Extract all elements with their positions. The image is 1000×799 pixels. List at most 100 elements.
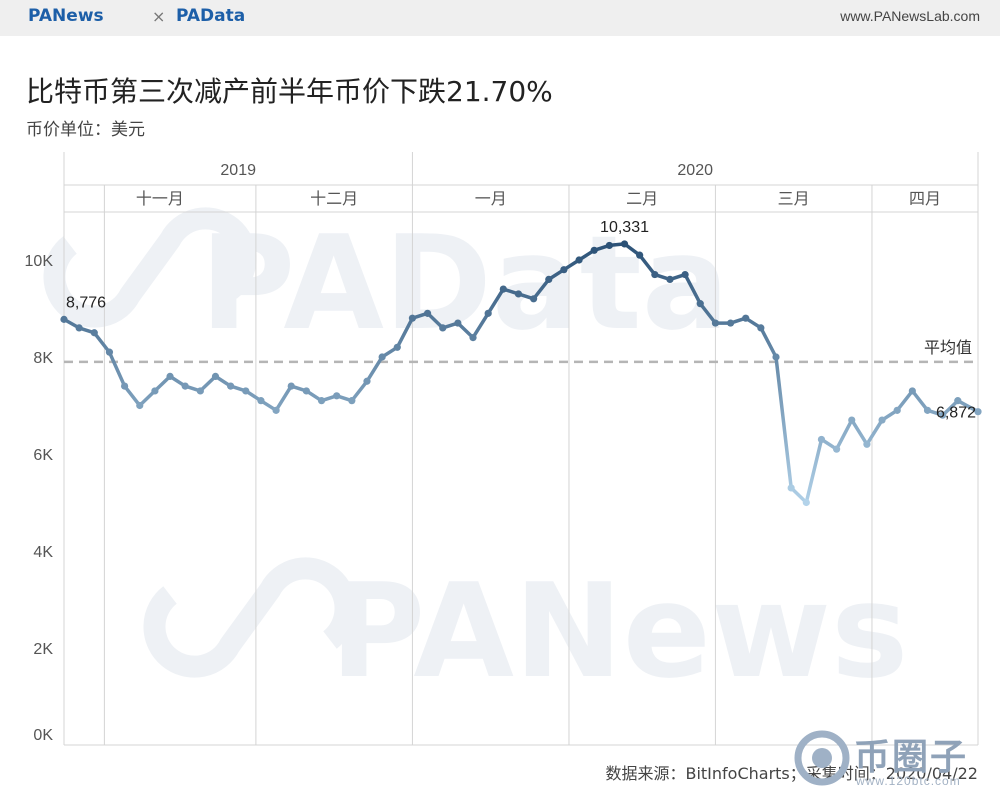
month-label: 一月 xyxy=(475,189,507,208)
price-point xyxy=(772,353,780,361)
price-point xyxy=(60,315,68,323)
watermark-panews: PANews xyxy=(330,555,908,707)
year-label: 2020 xyxy=(677,162,713,179)
price-point xyxy=(666,275,674,283)
price-point xyxy=(757,324,765,332)
watermark-padata: PAData xyxy=(200,207,729,359)
price-point xyxy=(257,397,265,405)
corner-watermark: 币圈子 www.120btc.com xyxy=(792,722,992,794)
data-label: 6,872 xyxy=(936,405,976,422)
price-point xyxy=(166,372,174,380)
price-point xyxy=(726,319,735,327)
y-tick-label: 8K xyxy=(33,350,53,367)
grid xyxy=(63,152,979,746)
price-point xyxy=(923,406,932,414)
month-label: 三月 xyxy=(778,189,810,208)
price-point xyxy=(499,285,507,293)
price-point xyxy=(408,314,417,322)
price-point xyxy=(939,411,947,419)
month-label: 二月 xyxy=(626,189,658,208)
y-tick-label: 4K xyxy=(33,544,53,561)
annotations: 8,776 10,331 6,872 xyxy=(66,219,976,422)
price-point xyxy=(575,256,583,264)
price-point xyxy=(454,319,462,327)
price-point xyxy=(211,372,220,380)
data-label: 10,331 xyxy=(600,219,649,236)
price-point xyxy=(120,382,129,390)
price-point xyxy=(787,484,795,492)
price-point xyxy=(333,392,341,400)
average-line: 平均值 xyxy=(64,338,978,364)
price-point xyxy=(484,309,492,317)
price-series xyxy=(60,240,982,507)
chart-subtitle: 币价单位：美元 xyxy=(26,120,145,140)
month-label: 十一月 xyxy=(136,189,184,208)
price-point xyxy=(802,498,810,507)
price-point xyxy=(181,382,189,390)
price-point xyxy=(136,401,144,410)
price-point xyxy=(817,435,826,444)
price-point xyxy=(605,241,613,250)
price-point xyxy=(651,270,659,279)
corner-logo-icon xyxy=(794,730,850,786)
price-point xyxy=(75,324,83,332)
data-source-note: 数据来源：BitInfoCharts；采集时间：2020/04/22 xyxy=(605,764,978,783)
month-label: 四月 xyxy=(909,189,941,208)
top-banner: PANews × PAData www.PANewsLab.com xyxy=(0,0,1000,36)
y-tick-label: 0K xyxy=(33,727,53,744)
price-point xyxy=(545,275,553,283)
price-point xyxy=(227,382,235,390)
price-point xyxy=(908,387,916,395)
corner-watermark-url: www.120btc.com xyxy=(856,774,961,788)
price-point xyxy=(393,343,401,351)
price-point xyxy=(560,266,568,274)
price-point xyxy=(469,334,477,342)
price-point xyxy=(439,324,447,332)
price-point xyxy=(696,300,704,308)
data-label: 8,776 xyxy=(66,294,106,311)
price-point xyxy=(893,406,901,414)
padata-logo: PAData xyxy=(176,6,246,26)
price-point xyxy=(530,295,538,303)
price-point xyxy=(302,387,310,395)
price-point xyxy=(90,329,98,337)
price-point xyxy=(681,270,689,279)
price-point xyxy=(317,397,326,405)
price-point xyxy=(514,290,523,298)
y-tick-label: 2K xyxy=(33,641,53,658)
watermark-layer: PAData PANews xyxy=(43,207,908,707)
price-point xyxy=(833,445,841,453)
price-point xyxy=(242,387,250,395)
price-point xyxy=(105,348,114,356)
month-label: 十二月 xyxy=(310,189,358,208)
price-point xyxy=(423,309,432,317)
price-point xyxy=(196,387,204,395)
price-point xyxy=(287,382,295,390)
price-point xyxy=(590,246,598,254)
price-point xyxy=(363,377,371,385)
panews-logo: PANews xyxy=(28,6,104,26)
brand-separator: × xyxy=(152,7,166,26)
year-label: 2019 xyxy=(220,162,256,179)
price-point xyxy=(348,397,356,405)
price-point xyxy=(974,408,982,416)
y-tick-label: 10K xyxy=(25,253,54,270)
chart-title: 比特币第三次减产前半年币价下跌21.70% xyxy=(26,75,553,108)
price-point xyxy=(620,240,629,248)
site-url: www.PANewsLab.com xyxy=(840,8,980,24)
price-point xyxy=(848,416,856,424)
price-point xyxy=(863,440,871,448)
corner-watermark-text: 币圈子 xyxy=(854,737,969,778)
price-point xyxy=(636,251,644,259)
y-tick-label: 6K xyxy=(33,447,53,464)
price-point xyxy=(742,314,750,322)
axes: 2019 2020 十一月 十二月 一月 二月 三月 四月 0K 2K 4K 6K 8K 10K xyxy=(25,162,941,744)
price-point xyxy=(151,387,159,395)
price-point xyxy=(378,353,386,361)
price-point xyxy=(878,416,886,424)
price-point xyxy=(954,397,962,405)
price-point xyxy=(711,319,720,327)
watermark-loop-icon xyxy=(43,207,357,678)
price-point xyxy=(272,406,280,414)
